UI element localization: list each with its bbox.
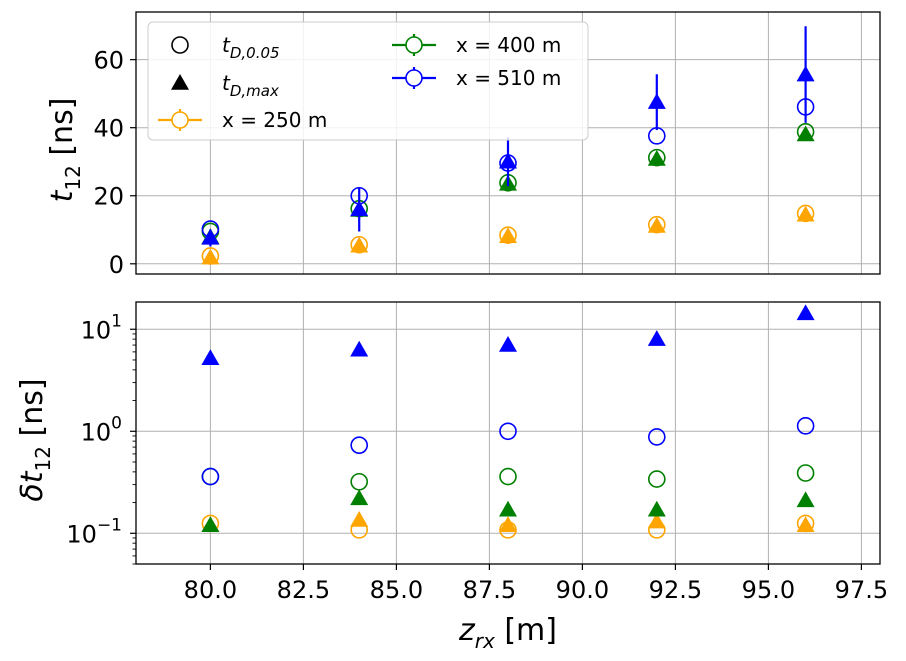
top-y-tick-label: 40 [93,115,124,143]
top-t-d-005-circle [350,186,369,205]
top-t-d-005-circle [499,154,517,172]
top-t-d-005-circle [647,215,666,234]
bottom-dt-d-max-triangle [796,516,815,532]
top-t-d-max-triangle [647,149,666,166]
bottom-dt-d-005-circle [796,417,815,435]
top-t-d-max-triangle [647,217,666,233]
bottom-dt-d-max-triangle [499,336,517,352]
bottom-dt-d-max-triangle [499,516,517,532]
x-tick-label: 90.0 [556,576,609,604]
bottom-dt-d-005-circle [647,521,666,539]
bottom-dt-d-max-triangle [201,516,220,532]
bottom-dt-d-max-triangle [499,500,517,517]
top-y-axis-label: t12 [ns] [45,98,85,203]
top-t-d-005-circle [350,235,369,254]
top-t-d-005-circle [499,226,517,245]
bottom-y-tick-label: 101 [81,311,122,344]
top-t-d-max-triangle [499,227,517,243]
bottom-plot-marks [201,304,815,539]
bottom-dt-d-max-triangle [796,304,815,321]
legend-label: tD,max [222,71,279,100]
top-y-tick-label: 20 [93,183,124,211]
top-y-tick-label: 60 [93,47,124,75]
x-tick-label: 95.0 [742,576,795,604]
bottom-dt-d-005-circle [499,467,517,486]
bottom-y-axis-label: δt12 [ns] [15,378,55,501]
bottom-dt-d-005-circle [796,464,815,482]
x-tick-label: 97.5 [835,576,888,604]
x-axis-label: zrx [m] [458,613,557,653]
legend-circle-marker [171,111,189,129]
bottom-dt-d-max-triangle [350,489,369,506]
x-tick-label: 85.0 [370,576,423,604]
top-t-d-005-circle [201,220,220,238]
top-t-d-005-circle [796,122,815,141]
legend-label: x = 400 m [456,33,561,57]
x-tick-label: 80.0 [184,576,237,604]
bottom-dt-d-max-triangle [647,330,666,346]
top-t-d-max-triangle [796,125,815,142]
bottom-dt-d-max-triangle [350,340,369,357]
legend-label: x = 510 m [456,66,561,90]
top-y-tick-label: 0 [109,251,124,279]
top-t-d-max-triangle [350,236,369,253]
legend-label: tD,0.05 [222,33,280,62]
bottom-dt-d-max-triangle [647,512,666,529]
x-tick-label: 92.5 [649,576,702,604]
top-t-d-max-triangle [499,152,517,169]
top-t-d-005-circle [647,148,666,167]
bottom-dt-d-005-circle [201,467,220,486]
x-tick-label: 87.5 [463,576,516,604]
bottom-dt-d-max-triangle [201,349,220,365]
legend-label: x = 250 m [222,108,327,132]
legend: tD,0.05 tD,max x = 250 m x = 400 m x = 510 m [147,21,589,141]
bottom-axes-frame [135,301,881,565]
bottom-y-ticks: 10−1 100 101 [66,311,136,565]
legend-triangle-marker [171,74,189,90]
bottom-dt-d-005-circle [499,521,517,539]
top-axes-frame [135,11,881,275]
top-t-d-005-circle [201,247,220,265]
legend-circle-marker [405,69,423,87]
top-t-d-005-circle [647,127,666,145]
bottom-dt-d-005-circle [350,521,369,539]
top-t-d-005-circle [796,98,815,116]
legend-circle-marker [405,36,423,54]
bottom-dt-d-005-circle [350,472,369,491]
top-t-d-005-circle [796,204,815,223]
top-t-d-max-triangle [796,205,815,222]
bottom-dt-d-max-triangle [647,500,666,517]
bottom-dt-d-max-triangle [796,491,815,508]
top-plot-marks [201,26,815,265]
top-t-d-max-triangle [201,248,220,265]
legend-circle-marker [171,36,189,54]
bottom-y-tick-label: 10−1 [66,515,122,548]
top-y-ticks: 0 20 40 60 [93,47,136,279]
top-t-d-max-triangle [796,65,815,82]
top-t-d-max-triangle [647,93,666,109]
legend-box [147,21,589,141]
bottom-dt-d-005-circle [499,422,517,441]
x-tick-label: 82.5 [277,576,330,604]
bottom-dt-d-005-circle [647,470,666,488]
top-t-d-max-triangle [350,200,369,217]
bottom-dt-d-005-circle [647,428,666,446]
bottom-x-ticks: 80.0 82.5 85.0 87.5 90.0 92.5 95.0 97.5 [184,564,888,604]
bottom-dt-d-005-circle [796,514,815,533]
bottom-y-tick-label: 100 [81,413,122,446]
bottom-dt-d-005-circle [350,436,369,455]
